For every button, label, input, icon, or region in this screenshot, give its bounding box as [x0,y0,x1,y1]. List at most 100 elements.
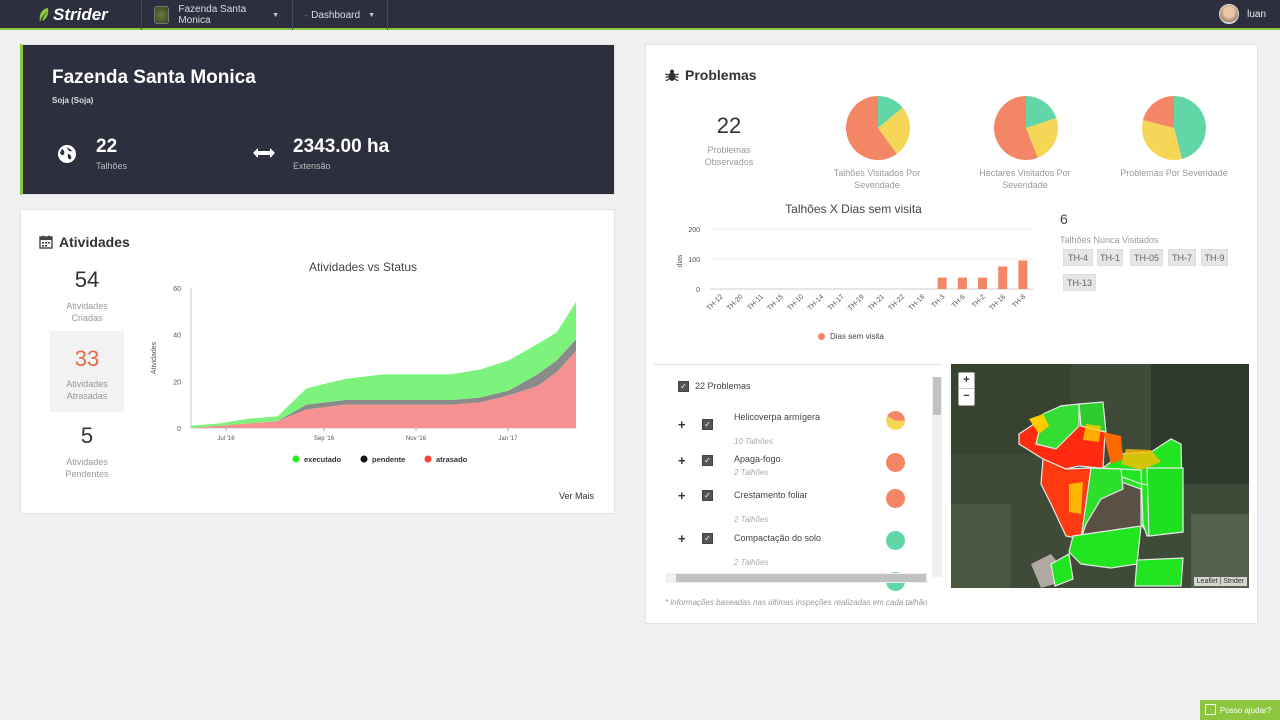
logo-text: Strider [53,5,108,24]
farm-summary-card: Fazenda Santa Monica Soja (Soja) 22 Talh… [20,44,615,195]
legend-label-atrasado: atrasado [436,455,468,464]
expand-plus-icon[interactable]: + [678,531,686,546]
plots-count: 22 [96,136,118,157]
chevron-down-icon: ▼ [368,11,375,19]
list-horizontal-scrollbar[interactable] [666,573,928,583]
pie-slice-baixa [878,96,903,128]
problem-plot-count: 2 Talhões [734,558,769,567]
problem-name: Compactação do solo [734,533,822,543]
plots-label: Talhões [96,161,128,171]
x-tick-label: TH-15 [766,293,785,312]
problems-footnote: * informações baseadas nas últimas inspe… [665,598,928,607]
plots-severity-pie [846,96,910,160]
user-menu[interactable]: luan [1219,4,1266,24]
never-visited-chip: TH-05 [1130,249,1163,266]
problem-plot-count: 2 Talhões [734,515,769,524]
strider-logo[interactable]: Strider [38,5,108,25]
y-tick-label: 200 [688,227,700,234]
series-area-atrasado [191,351,576,428]
x-tick-label: TH-17 [827,293,846,312]
map-canvas[interactable] [951,364,1249,588]
problem-checkbox[interactable]: ✓ [702,455,713,466]
problems-severity-pie-label: Problemas Por Severidade [1120,168,1228,178]
pie-slice-alta [1143,96,1174,128]
x-tick-label: TH-2 [971,293,987,309]
avatar [1219,4,1240,24]
problems-list-panel: ✓ 22 Problemas + ✓ Helicoverpa armígera … [654,364,942,591]
never-visited-chip: TH-9 [1201,249,1228,266]
zoom-in-button[interactable]: + [959,373,974,389]
x-tick-label: Sep '16 [314,436,335,442]
help-chat-button[interactable]: Posso ajudar? [1200,700,1280,720]
y-tick-label: 0 [696,287,700,294]
bar [1018,260,1028,289]
select-all-checkbox[interactable]: ✓ [678,381,689,392]
legend-label-pendente: pendente [372,455,405,464]
plots-severity-pie-label: Talhões Visitados Por Severidade [833,168,921,190]
x-tick-label: TH-16 [988,293,1007,312]
x-tick-label: Jul '16 [217,436,235,442]
never-visited-chip: TH-13 [1063,274,1096,291]
expand-plus-icon[interactable]: + [678,488,686,503]
never-visited-chip: TH-4 [1063,249,1093,266]
user-name: luan [1247,8,1266,20]
expand-plus-icon[interactable]: + [678,417,686,432]
bar [978,277,988,289]
farm-selector-label: Fazenda Santa Monica [178,4,247,26]
bug-icon [665,69,679,82]
expand-plus-icon[interactable]: + [678,453,686,468]
x-tick-label: Nov '16 [406,436,427,442]
problem-checkbox[interactable]: ✓ [702,419,713,430]
bar-legend-label: Dias sem visita [830,332,884,341]
farm-thumbnail [154,6,170,24]
x-tick-label: TH-12 [706,293,725,312]
observed-count: 22 [716,113,742,138]
problems-title-text: Problemas [685,67,757,83]
problem-plot-count: 10 Talhões [734,437,773,446]
days-chart-title: Talhões X Dias sem visita [785,202,922,216]
map-zoom-controls: + − [958,372,975,406]
problems-severity-pie [1142,96,1206,160]
globe-icon [58,145,76,163]
chat-icon [1205,704,1216,715]
pie-slice-baixa [1174,96,1206,159]
farm-title: Fazenda Santa Monica [52,67,256,88]
farm-map[interactable]: + − Leaflet | Strider [951,364,1249,588]
problems-card: Problemas 22 Problemas Observados Talhõe… [645,44,1258,624]
x-tick-label: TH-18 [908,293,927,312]
pie-slice-baixa [1026,96,1057,128]
bar [937,277,947,289]
problem-checkbox[interactable]: ✓ [702,490,713,501]
problem-plot-count: 2 Talhões [734,468,769,477]
severity-dot-icon [886,453,905,472]
y-tick-label: 20 [173,379,181,386]
x-tick-label: TH-11 [747,293,765,311]
late-label: Atividades Atrasadas [66,379,108,401]
problem-name: Crestamento foliar [734,490,808,500]
hectares-severity-pie [994,96,1058,160]
y-tick-label: 0 [177,426,181,433]
legend-dot-pendente [360,455,368,463]
dashboard-selector[interactable]: Dashboard ▼ [292,0,388,30]
map-attribution[interactable]: Leaflet | Strider [1193,577,1247,586]
x-tick-label: TH-3 [931,293,947,309]
top-navbar: Strider Fazenda Santa Monica ▼ Dashboard… [0,0,1280,30]
pending-count: 5 [80,423,94,448]
dashboard-gauge-icon [305,14,307,16]
list-vertical-scrollbar[interactable] [932,377,942,577]
problems-title: Problemas [665,67,757,83]
hectares-severity-pie-label: Hectares Visitados Por Severidade [979,168,1071,190]
scrollbar-thumb[interactable] [676,574,926,582]
scrollbar-thumb[interactable] [933,377,941,415]
problem-checkbox[interactable]: ✓ [702,533,713,544]
zoom-out-button[interactable]: − [963,390,970,402]
x-tick-label: Jan '17 [498,436,518,442]
problem-name: Apaga-fogo [734,454,781,464]
farm-selector[interactable]: Fazenda Santa Monica ▼ [141,0,291,30]
legend-dot-executado [292,455,300,463]
area-value: 2343.00 ha [293,136,390,157]
see-more-link[interactable]: Ver Mais [558,491,594,501]
problem-name: Helicoverpa armígera [734,412,821,422]
bar-legend: Dias sem visita [818,332,884,341]
